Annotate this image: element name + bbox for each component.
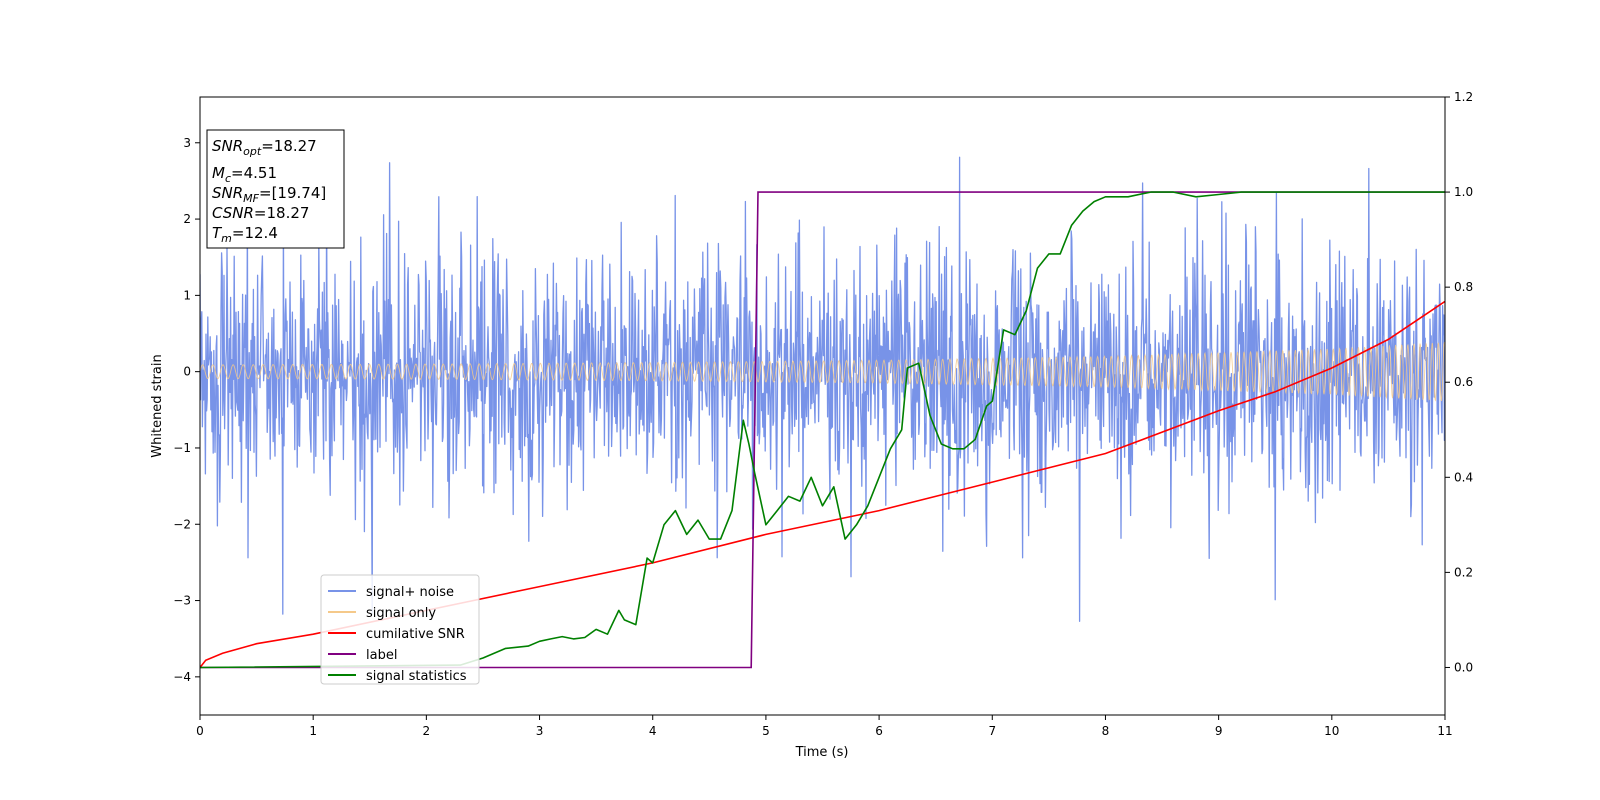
y-left-tick-label: 2 (183, 212, 191, 226)
x-tick-label: 6 (875, 724, 883, 738)
legend-entry: cumilative SNR (366, 627, 465, 642)
legend-entry: signal statistics (366, 669, 467, 684)
y-left-tick-label: −1 (173, 441, 191, 455)
x-axis: 0 1 2 3 4 5 6 7 8 9 10 11 (196, 715, 1453, 738)
y-right-tick-label: 0.8 (1454, 280, 1473, 294)
x-tick-label: 11 (1437, 724, 1452, 738)
legend-entry: signal+ noise (366, 585, 454, 600)
annotation-mc: Mc=4.51 (212, 164, 277, 185)
y-right-tick-label: 0.6 (1454, 375, 1473, 389)
y-left-tick-label: −2 (173, 517, 191, 531)
legend-frame (320, 574, 480, 685)
x-tick-label: 2 (423, 724, 431, 738)
legend: signal+ noise signal only cumilative SNR la… (320, 574, 480, 685)
y-axis-label: Whitened strain (150, 354, 165, 457)
x-tick-label: 7 (988, 724, 996, 738)
y-axis-right: 1.2 1.0 0.8 0.6 0.4 0.2 0.0 (1445, 90, 1473, 674)
annotation-csnr: CSNR=18.27 (212, 204, 309, 222)
x-tick-label: 5 (762, 724, 770, 738)
y-right-tick-label: 0.4 (1454, 470, 1473, 484)
y-left-tick-label: 0 (183, 365, 191, 379)
x-tick-label: 0 (196, 724, 204, 738)
x-tick-label: 4 (649, 724, 657, 738)
y-left-tick-label: −4 (173, 670, 191, 684)
annotation-snr-mf: SNRMF=[19.74] (212, 184, 326, 205)
plot-frame (199, 96, 1446, 716)
x-tick-label: 8 (1102, 724, 1110, 738)
x-tick-label: 1 (309, 724, 317, 738)
y-right-tick-label: 1.0 (1454, 185, 1473, 199)
y-left-tick-label: −3 (173, 594, 191, 608)
annotation-frame (206, 129, 345, 249)
y-right-tick-label: 0.2 (1454, 565, 1473, 579)
series-signal-only (200, 341, 1445, 402)
x-tick-label: 9 (1215, 724, 1223, 738)
y-axis-left: 3 2 1 0 −1 −2 −3 −4 (173, 136, 200, 684)
series-signal-statistics (200, 191, 1445, 669)
x-tick-label: 3 (536, 724, 544, 738)
series-cumulative-snr (200, 300, 1445, 668)
y-left-tick-label: 3 (183, 136, 191, 150)
legend-entry: label (366, 648, 397, 663)
annotation-snr-opt: SNRopt=18.27 (212, 137, 317, 158)
y-left-tick-label: 1 (183, 288, 191, 302)
x-axis-label: Time (s) (795, 745, 849, 760)
legend-entry: signal only (366, 606, 436, 621)
annotation-tm: Tm=12.4 (212, 224, 278, 245)
series-signal-noise (200, 156, 1445, 622)
annotation-box: SNRopt=18.27 Mc=4.51 SNRMF=[19.74] CSNR=… (206, 129, 345, 249)
y-right-tick-label: 1.2 (1454, 90, 1473, 104)
y-right-tick-label: 0.0 (1454, 660, 1473, 674)
x-tick-label: 10 (1324, 724, 1339, 738)
